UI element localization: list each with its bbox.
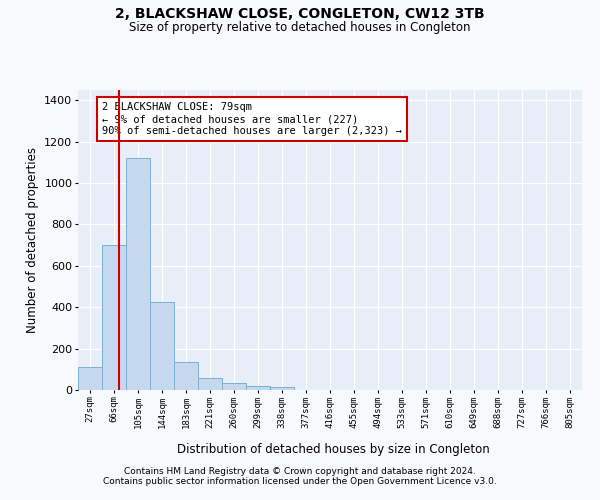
Text: Distribution of detached houses by size in Congleton: Distribution of detached houses by size …	[176, 442, 490, 456]
Bar	[222, 383, 246, 390]
Text: Contains HM Land Registry data © Crown copyright and database right 2024.: Contains HM Land Registry data © Crown c…	[124, 467, 476, 476]
Bar	[198, 378, 222, 390]
Text: 2 BLACKSHAW CLOSE: 79sqm
← 9% of detached houses are smaller (227)
90% of semi-d: 2 BLACKSHAW CLOSE: 79sqm ← 9% of detache…	[102, 102, 402, 136]
Bar	[102, 245, 126, 390]
Text: Size of property relative to detached houses in Congleton: Size of property relative to detached ho…	[129, 21, 471, 34]
Bar	[174, 362, 198, 390]
Bar	[78, 367, 102, 390]
Bar	[126, 158, 150, 390]
Text: 2, BLACKSHAW CLOSE, CONGLETON, CW12 3TB: 2, BLACKSHAW CLOSE, CONGLETON, CW12 3TB	[115, 8, 485, 22]
Y-axis label: Number of detached properties: Number of detached properties	[26, 147, 39, 333]
Text: Contains public sector information licensed under the Open Government Licence v3: Contains public sector information licen…	[103, 477, 497, 486]
Bar	[270, 387, 294, 390]
Bar	[150, 302, 174, 390]
Bar	[246, 386, 270, 390]
